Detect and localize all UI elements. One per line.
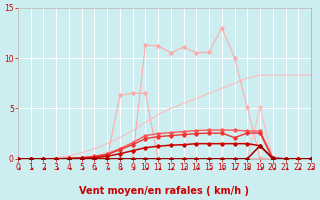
X-axis label: Vent moyen/en rafales ( km/h ): Vent moyen/en rafales ( km/h ) xyxy=(79,186,250,196)
